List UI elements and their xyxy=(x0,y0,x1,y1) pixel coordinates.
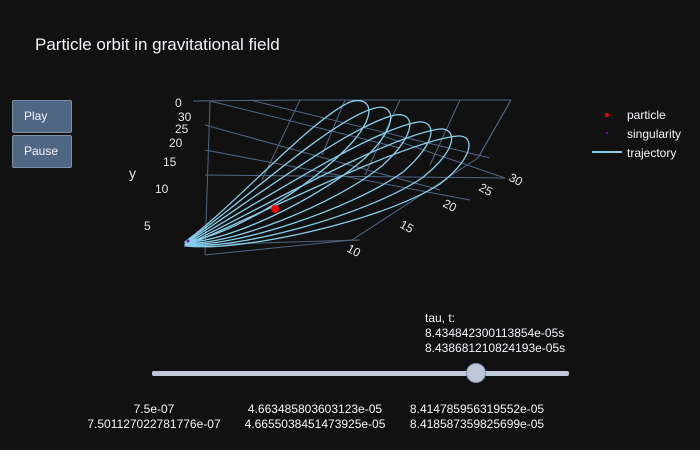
slider-current-t: 8.438681210824193e-05s xyxy=(425,341,566,355)
y-axis-title: y xyxy=(129,165,136,181)
particle-marker xyxy=(271,205,279,213)
x-tick-label: 30 xyxy=(507,170,526,189)
x-tick-label: 20 xyxy=(441,196,460,215)
x-axis-ticks: 30 25 20 15 10 xyxy=(345,170,526,260)
y-tick-label: 30 xyxy=(178,110,192,124)
legend-item-particle[interactable]: particle xyxy=(605,108,666,122)
y-axis-ticks: 0 30 25 20 15 10 5 y xyxy=(129,96,192,233)
slider-step-label[interactable]: 4.663485803603123e-05 4.6655038451473925… xyxy=(245,402,386,432)
y-tick-label: 5 xyxy=(144,219,151,233)
step-t: 4.6655038451473925e-05 xyxy=(244,417,386,431)
legend-label: singularity xyxy=(627,127,681,141)
trajectory-curves xyxy=(183,100,470,248)
singularity-legend-dot-icon xyxy=(605,131,609,135)
x-tick-label: 15 xyxy=(398,217,417,236)
x-tick-label: 25 xyxy=(477,180,496,199)
grid-lines xyxy=(192,99,512,256)
orbit-3d-scene[interactable]: 0 30 25 20 15 10 5 y 30 25 20 15 10 part… xyxy=(0,0,700,300)
step-t: 8.418587359825699e-05 xyxy=(409,417,545,431)
slider-prefix: tau, t: xyxy=(425,311,456,325)
step-tau: 7.5e-07 xyxy=(133,402,175,416)
play-button[interactable]: Play xyxy=(12,100,72,133)
legend-item-singularity[interactable]: singularity xyxy=(605,127,681,141)
step-tau: 8.414785956319552e-05 xyxy=(409,402,545,416)
slider-current-value: tau, t: 8.434842300113854e-05s 8.4386812… xyxy=(425,311,565,356)
legend-label: trajectory xyxy=(627,146,676,160)
time-slider-rail[interactable] xyxy=(152,371,569,376)
y-tick-label: 10 xyxy=(155,182,169,196)
x-tick-label: 10 xyxy=(345,241,364,260)
step-tau: 4.663485803603123e-05 xyxy=(247,402,383,416)
y-tick-label: 20 xyxy=(169,136,183,150)
pause-button[interactable]: Pause xyxy=(12,135,72,168)
legend-label: particle xyxy=(627,108,666,122)
particle-legend-dot-icon xyxy=(605,113,609,117)
slider-step-label[interactable]: 7.5e-07 7.501127022781776e-07 xyxy=(87,402,220,432)
slider-step-label[interactable]: 8.414785956319552e-05 8.418587359825699e… xyxy=(410,402,544,432)
plot-title: Particle orbit in gravitational field xyxy=(35,35,280,54)
step-t: 7.501127022781776e-07 xyxy=(87,417,221,431)
slider-current-tau: 8.434842300113854e-05s xyxy=(425,326,565,340)
y-tick-label: 25 xyxy=(175,122,189,136)
singularity-marker xyxy=(186,239,190,243)
time-slider-handle[interactable] xyxy=(466,363,487,383)
y-tick-label: 0 xyxy=(175,96,182,110)
legend-item-trajectory[interactable]: trajectory xyxy=(592,146,676,160)
y-tick-label: 15 xyxy=(163,155,177,169)
legend: particle singularity trajectory xyxy=(592,108,681,160)
